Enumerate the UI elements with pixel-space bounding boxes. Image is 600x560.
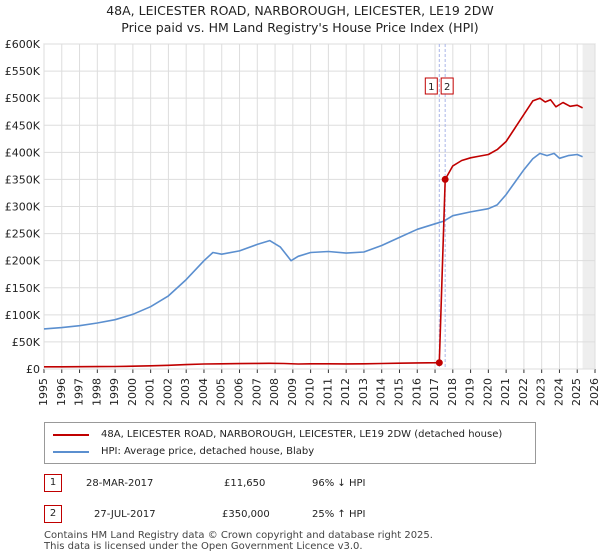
sale-date-1: 28-MAR-2017 bbox=[86, 478, 154, 489]
legend-swatch-hpi bbox=[53, 451, 89, 453]
x-tick-label-2022: 2022 bbox=[517, 378, 530, 406]
footer-line-2: This data is licensed under the Open Gov… bbox=[44, 541, 363, 552]
x-tick-label-2011: 2011 bbox=[321, 378, 334, 406]
sale-hpi-change-1: 96% ↓ HPI bbox=[312, 478, 366, 489]
y-tick-label-350000: £350K bbox=[5, 173, 41, 186]
x-tick-label-2004: 2004 bbox=[197, 378, 210, 406]
x-tick-label-2008: 2008 bbox=[268, 378, 281, 406]
sale-price-2: £350,000 bbox=[222, 509, 270, 520]
x-tick-label-2010: 2010 bbox=[304, 378, 317, 406]
x-tick-label-1995: 1995 bbox=[37, 378, 50, 406]
y-tick-label-250000: £250K bbox=[5, 228, 41, 241]
x-tick-label-2018: 2018 bbox=[446, 378, 459, 406]
x-tick-label-2023: 2023 bbox=[535, 378, 548, 406]
x-tick-label-1996: 1996 bbox=[55, 378, 68, 406]
x-tick-label-2006: 2006 bbox=[233, 378, 246, 406]
sale-label-box-1 bbox=[424, 77, 438, 95]
x-tick-label-2012: 2012 bbox=[339, 378, 352, 406]
sale-label-box-2 bbox=[440, 77, 454, 95]
legend-label-hpi: HPI: Average price, detached house, Blab… bbox=[101, 446, 315, 457]
sale-point-1 bbox=[435, 359, 443, 367]
x-tick-label-2009: 2009 bbox=[286, 378, 299, 406]
sale-badge-2: 2 bbox=[44, 505, 62, 523]
sale-badge-1: 1 bbox=[44, 474, 62, 492]
x-tick-label-2005: 2005 bbox=[215, 378, 228, 406]
y-tick-label-450000: £450K bbox=[5, 119, 41, 132]
y-tick-label-400000: £400K bbox=[5, 146, 41, 159]
x-tick-label-2000: 2000 bbox=[126, 378, 139, 406]
legend-label-property: 48A, LEICESTER ROAD, NARBOROUGH, LEICEST… bbox=[101, 429, 503, 440]
y-tick-label-500000: £500K bbox=[5, 92, 41, 105]
x-tick-label-2015: 2015 bbox=[392, 378, 405, 406]
y-tick-label-0: £0 bbox=[26, 363, 40, 376]
y-tick-label-300000: £300K bbox=[5, 201, 41, 214]
chart-subtitle: Price paid vs. HM Land Registry's House … bbox=[121, 20, 479, 35]
x-tick-label-2019: 2019 bbox=[464, 378, 477, 406]
x-tick-label-2007: 2007 bbox=[250, 378, 263, 406]
series-line-property bbox=[44, 97, 583, 368]
chart-title-block: 48A, LEICESTER ROAD, NARBOROUGH, LEICEST… bbox=[0, 2, 600, 36]
x-tick-label-2001: 2001 bbox=[144, 378, 157, 406]
sale-price-1: £11,650 bbox=[224, 478, 266, 489]
chart-title: 48A, LEICESTER ROAD, NARBOROUGH, LEICEST… bbox=[106, 3, 494, 18]
x-tick-label-2003: 2003 bbox=[179, 378, 192, 406]
x-tick-label-2025: 2025 bbox=[570, 378, 583, 406]
legend-swatch-property bbox=[53, 434, 89, 436]
sale-point-2 bbox=[441, 175, 449, 183]
y-tick-label-150000: £150K bbox=[5, 282, 41, 295]
sale-date-2: 27-JUL-2017 bbox=[94, 509, 156, 520]
x-tick-label-2017: 2017 bbox=[428, 378, 441, 406]
chart-legend: 48A, LEICESTER ROAD, NARBOROUGH, LEICEST… bbox=[44, 422, 536, 464]
x-tick-label-1999: 1999 bbox=[108, 378, 121, 406]
x-tick-label-2024: 2024 bbox=[552, 378, 565, 406]
sale-hpi-change-2: 25% ↑ HPI bbox=[312, 509, 366, 520]
x-tick-label-2013: 2013 bbox=[357, 378, 370, 406]
x-tick-label-2026: 2026 bbox=[588, 378, 600, 406]
x-tick-label-1998: 1998 bbox=[90, 378, 103, 406]
y-tick-label-200000: £200K bbox=[5, 255, 41, 268]
series-line-hpi bbox=[43, 152, 583, 330]
y-tick-label-600000: £600K bbox=[5, 38, 41, 51]
sale-label-2: 2 bbox=[444, 82, 450, 93]
y-tick-label-550000: £550K bbox=[5, 65, 41, 78]
price-chart: 1995 1996 1997 1998 1999 2000 2001 2002 2003 2004… bbox=[5, 38, 600, 406]
x-tick-label-2002: 2002 bbox=[161, 378, 174, 406]
footer-line-1: Contains HM Land Registry data © Crown c… bbox=[44, 530, 433, 541]
x-tick-label-1997: 1997 bbox=[73, 378, 86, 406]
x-tick-label-2021: 2021 bbox=[499, 378, 512, 406]
x-tick-label-2020: 2020 bbox=[481, 378, 494, 406]
x-tick-label-2014: 2014 bbox=[375, 378, 388, 406]
x-tick-label-2016: 2016 bbox=[410, 378, 423, 406]
footer: Contains HM Land Registry data © Crown c… bbox=[44, 530, 433, 552]
y-tick-label-100000: £100K bbox=[5, 309, 41, 322]
sale-label-1: 1 bbox=[428, 82, 434, 93]
y-tick-label-50000: £50K bbox=[12, 336, 41, 349]
